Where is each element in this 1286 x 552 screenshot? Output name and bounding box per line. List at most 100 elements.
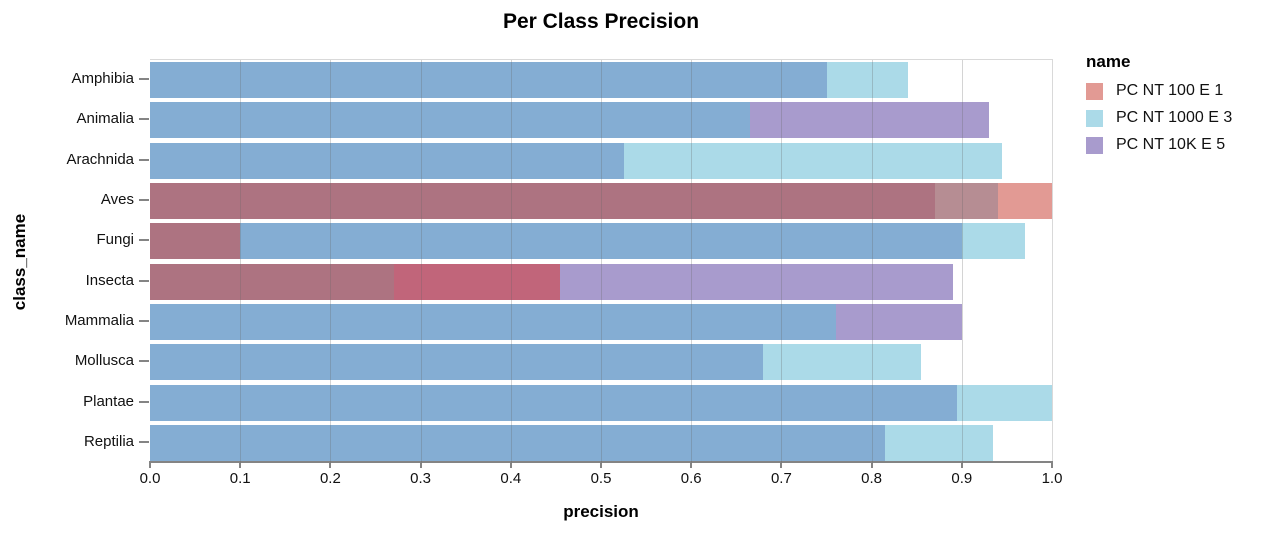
x-axis-title: precision xyxy=(563,502,639,521)
bar-segment xyxy=(150,223,241,260)
bar-segment xyxy=(150,263,394,300)
bar-segment xyxy=(150,142,624,179)
bar-segment xyxy=(749,102,989,139)
y-axis-tick xyxy=(139,279,149,282)
y-axis-tick xyxy=(139,199,149,202)
legend-item: PC NT 100 E 1 xyxy=(1086,82,1232,100)
bar-segment xyxy=(150,384,958,421)
bar-row xyxy=(150,102,1052,139)
bar-segment xyxy=(150,62,827,99)
bar-segment xyxy=(393,263,561,300)
bar-row xyxy=(150,62,1052,99)
y-axis-tick-label: Mammalia xyxy=(64,311,134,329)
x-axis-tick xyxy=(960,463,963,468)
x-axis-line xyxy=(149,461,1053,463)
x-axis-tick-label: 0.5 xyxy=(590,470,612,487)
y-axis-tick xyxy=(139,319,149,322)
x-axis-tick xyxy=(1051,463,1053,468)
bar-segment xyxy=(835,303,962,340)
y-axis-tick-label: Insecta xyxy=(85,271,134,289)
gridline xyxy=(240,60,242,463)
x-axis-tick xyxy=(780,463,783,468)
bar-row xyxy=(150,344,1052,381)
legend-item-label: PC NT 10K E 5 xyxy=(1116,136,1226,153)
bar-row xyxy=(150,183,1052,220)
y-axis-tick-label: Aves xyxy=(100,191,134,209)
y-axis-tick-label: Reptilia xyxy=(83,432,134,450)
y-axis-tick xyxy=(139,360,149,363)
x-axis-tick-label: 0.0 xyxy=(139,470,161,487)
y-axis-tick-label: Animalia xyxy=(76,110,134,128)
legend-items: PC NT 100 E 1 PC NT 1000 E 3 PC NT 10K E 5 xyxy=(1086,82,1232,154)
legend-item-label: PC NT 1000 E 3 xyxy=(1116,109,1233,126)
gridline xyxy=(961,60,963,463)
gridline xyxy=(781,60,783,463)
x-axis-tick xyxy=(419,463,422,468)
y-axis-tick xyxy=(139,400,149,403)
gridline xyxy=(601,60,602,463)
bar-segment xyxy=(763,344,922,381)
bar-segment xyxy=(623,142,1003,179)
legend-swatch xyxy=(1086,109,1103,127)
x-axis-tick xyxy=(149,463,151,468)
bar-row xyxy=(150,424,1052,461)
bar-row xyxy=(150,142,1052,179)
legend-item: PC NT 10K E 5 xyxy=(1086,136,1232,154)
y-axis-tick-label: Mollusca xyxy=(74,352,134,370)
legend-swatch xyxy=(1086,136,1103,154)
bar-segment xyxy=(826,62,908,99)
chart-title: Per Class Precision xyxy=(502,10,700,33)
x-axis-tick-label: 1.0 xyxy=(1041,470,1063,487)
bar-segment xyxy=(150,344,764,381)
x-axis-tick xyxy=(690,463,693,468)
bar-row xyxy=(150,223,1052,260)
gridline xyxy=(420,60,422,463)
x-axis-tick xyxy=(329,463,332,468)
y-axis-tick xyxy=(139,118,149,121)
bar-segment xyxy=(957,384,1052,421)
x-axis-tick xyxy=(239,463,242,468)
legend-item-label: PC NT 100 E 1 xyxy=(1116,82,1224,99)
y-axis-tick-label: Plantae xyxy=(83,392,134,410)
bar-segment xyxy=(150,102,750,139)
bar-segment xyxy=(150,303,836,340)
bar-segment xyxy=(885,424,994,461)
gridline xyxy=(691,60,693,463)
gridline xyxy=(330,60,332,463)
y-axis-tick-label: Amphibia xyxy=(71,70,134,88)
x-axis-tick-label: 0.8 xyxy=(861,470,883,487)
y-axis-tick xyxy=(139,78,149,81)
gridline xyxy=(871,60,873,463)
x-axis-tick-label: 0.3 xyxy=(410,470,432,487)
y-axis-tick xyxy=(139,239,149,242)
y-axis-tick-label: Fungi xyxy=(96,231,134,249)
bar-row xyxy=(150,263,1052,300)
y-axis-tick-label: Arachnida xyxy=(66,150,134,168)
x-axis-tick-label: 0.6 xyxy=(680,470,702,487)
x-axis-tick xyxy=(509,463,512,468)
bar-row xyxy=(150,303,1052,340)
x-axis-tick-label: 0.4 xyxy=(500,470,522,487)
x-axis-tick xyxy=(870,463,873,468)
y-axis-tick xyxy=(139,158,149,161)
bar-segment xyxy=(150,183,935,220)
bar-row xyxy=(150,384,1052,421)
legend-title: name xyxy=(1086,52,1131,71)
x-axis-tick-label: 0.1 xyxy=(229,470,251,487)
bar-segment xyxy=(560,263,953,300)
bar-segment xyxy=(150,424,886,461)
bar-segment xyxy=(934,183,998,220)
legend-item: PC NT 1000 E 3 xyxy=(1086,109,1232,127)
gridline xyxy=(510,60,512,463)
x-axis-tick xyxy=(600,463,602,468)
bar-segment xyxy=(240,223,962,260)
x-axis-tick-label: 0.7 xyxy=(770,470,792,487)
plot-area xyxy=(150,59,1053,463)
x-axis-tick-label: 0.2 xyxy=(319,470,341,487)
legend: name PC NT 100 E 1 PC NT 1000 E 3 PC NT 10… xyxy=(1086,52,1232,163)
y-axis-tick xyxy=(139,440,149,443)
legend-swatch xyxy=(1086,82,1103,100)
bar-segment xyxy=(961,223,1025,260)
x-axis-tick-label: 0.9 xyxy=(951,470,973,487)
